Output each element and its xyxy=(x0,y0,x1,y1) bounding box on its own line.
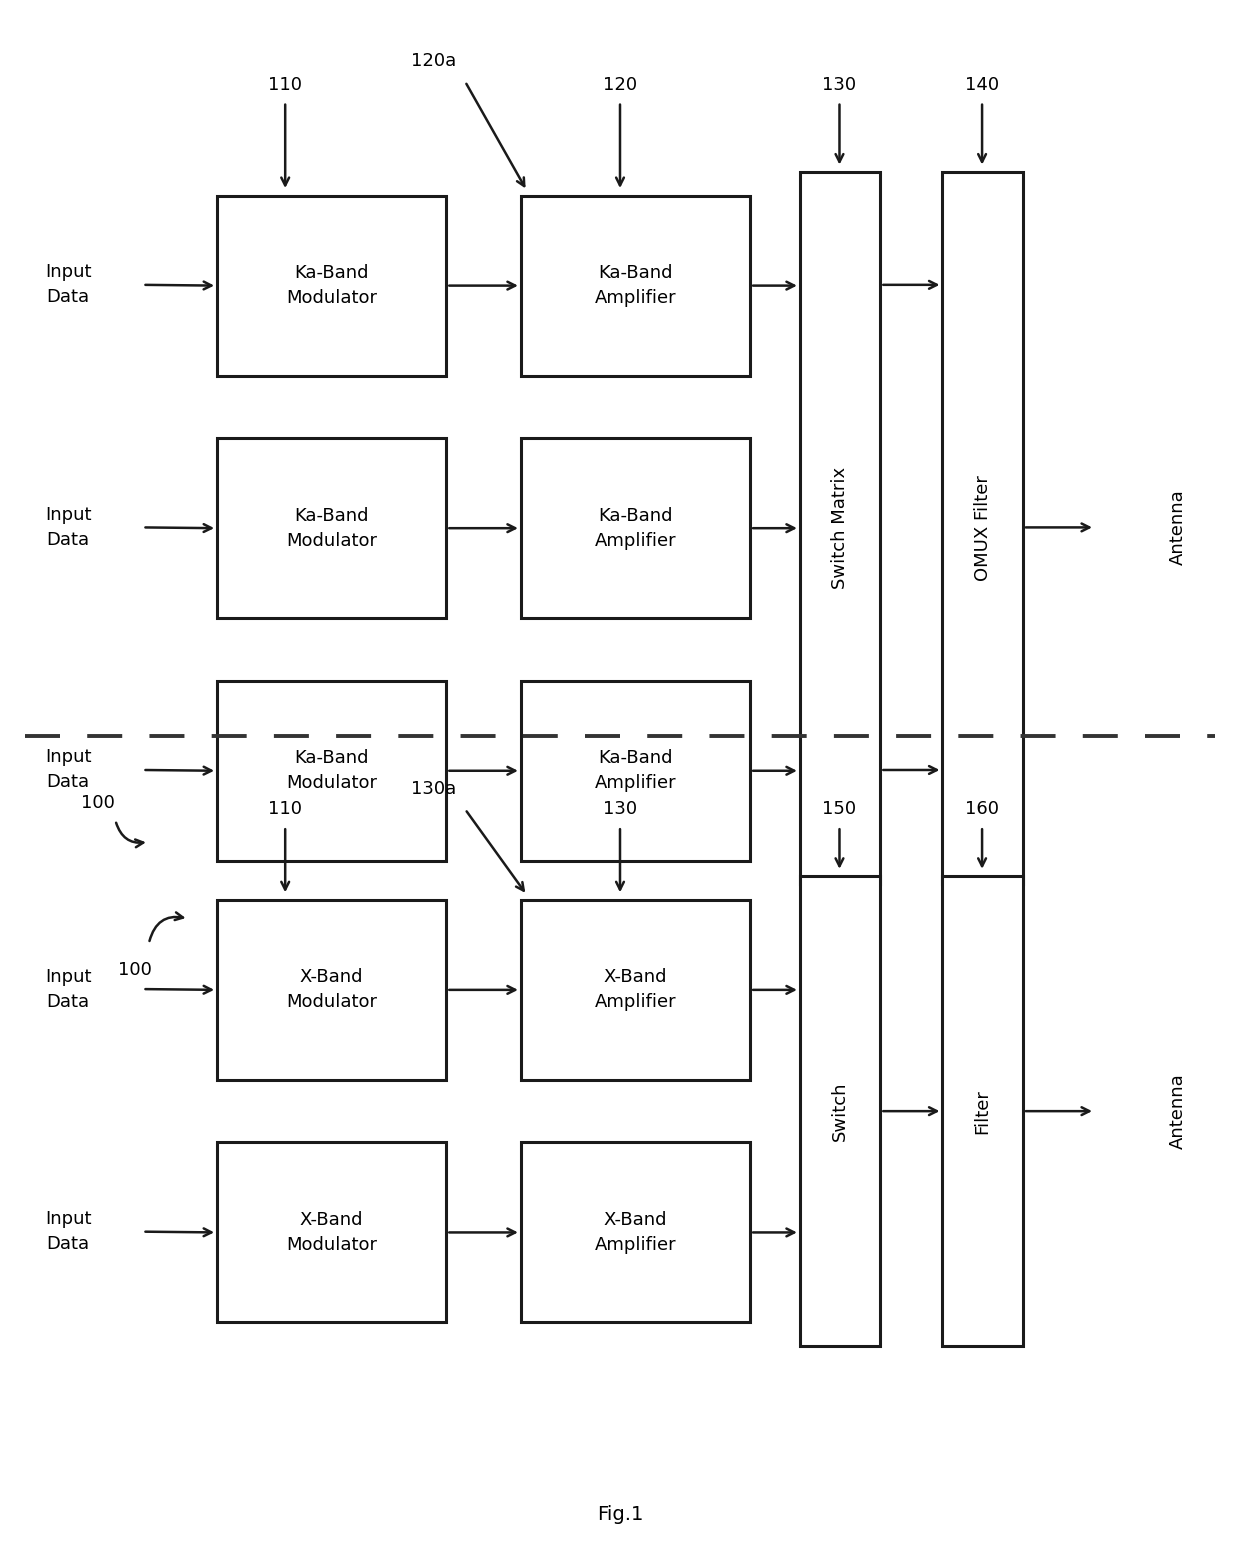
Text: Ka-Band
Amplifier: Ka-Band Amplifier xyxy=(595,264,676,307)
Text: Antenna: Antenna xyxy=(1169,490,1187,565)
Text: Switch Matrix: Switch Matrix xyxy=(831,466,849,590)
Text: Fig.1: Fig.1 xyxy=(596,1506,644,1524)
Text: Antenna: Antenna xyxy=(1169,1074,1187,1149)
Bar xyxy=(217,681,446,861)
Text: 130: 130 xyxy=(822,75,857,94)
Bar xyxy=(942,876,1023,1346)
Bar xyxy=(800,172,880,884)
Text: X-Band
Amplifier: X-Band Amplifier xyxy=(595,1211,676,1254)
Text: Input
Data: Input Data xyxy=(45,1210,92,1254)
Bar xyxy=(217,1142,446,1322)
Text: 130a: 130a xyxy=(412,779,456,798)
Bar xyxy=(217,438,446,618)
Bar xyxy=(800,876,880,1346)
Bar xyxy=(217,196,446,376)
Text: Ka-Band
Amplifier: Ka-Band Amplifier xyxy=(595,750,676,792)
Text: Input
Data: Input Data xyxy=(45,748,92,792)
Text: X-Band
Amplifier: X-Band Amplifier xyxy=(595,969,676,1011)
Bar xyxy=(521,1142,750,1322)
Text: Ka-Band
Modulator: Ka-Band Modulator xyxy=(286,264,377,307)
Text: 120: 120 xyxy=(603,75,637,94)
Text: 110: 110 xyxy=(268,800,303,818)
FancyArrowPatch shape xyxy=(150,912,184,941)
Text: Ka-Band
Modulator: Ka-Band Modulator xyxy=(286,750,377,792)
Text: Switch: Switch xyxy=(831,1081,849,1141)
Text: Input
Data: Input Data xyxy=(45,967,92,1011)
Text: OMUX Filter: OMUX Filter xyxy=(973,476,992,581)
Bar xyxy=(521,681,750,861)
Bar xyxy=(942,172,1023,884)
Text: 110: 110 xyxy=(268,75,303,94)
Text: X-Band
Modulator: X-Band Modulator xyxy=(286,1211,377,1254)
FancyArrowPatch shape xyxy=(117,823,144,847)
Text: 130: 130 xyxy=(603,800,637,818)
Bar xyxy=(521,438,750,618)
Text: Filter: Filter xyxy=(973,1089,992,1133)
Text: Ka-Band
Amplifier: Ka-Band Amplifier xyxy=(595,507,676,549)
Text: Input
Data: Input Data xyxy=(45,263,92,307)
Text: 100: 100 xyxy=(118,961,151,980)
Text: 120a: 120a xyxy=(412,52,456,70)
Bar xyxy=(521,900,750,1080)
Text: 160: 160 xyxy=(965,800,999,818)
Bar xyxy=(521,196,750,376)
Bar xyxy=(217,900,446,1080)
Text: Ka-Band
Modulator: Ka-Band Modulator xyxy=(286,507,377,549)
Text: Input
Data: Input Data xyxy=(45,505,92,549)
Text: X-Band
Modulator: X-Band Modulator xyxy=(286,969,377,1011)
Text: 100: 100 xyxy=(81,793,114,812)
Text: 140: 140 xyxy=(965,75,999,94)
Text: 150: 150 xyxy=(822,800,857,818)
